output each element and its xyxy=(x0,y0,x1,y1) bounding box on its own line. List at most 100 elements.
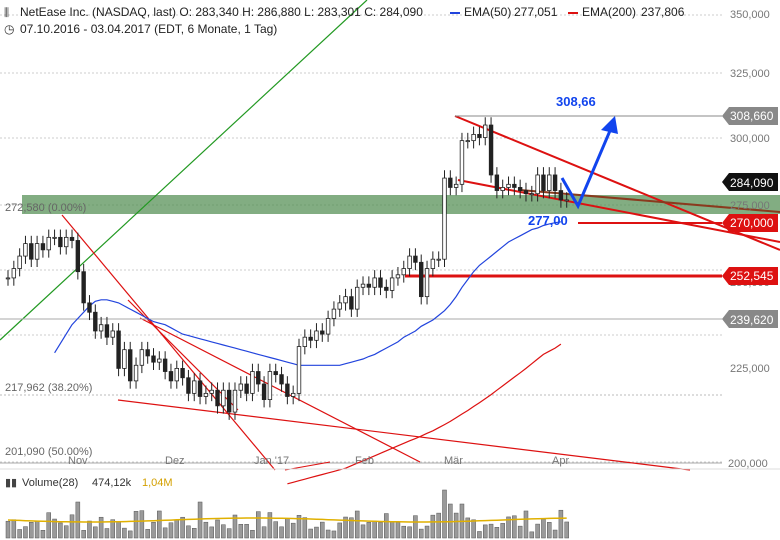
candle-body xyxy=(296,346,302,394)
candle-body xyxy=(122,349,127,369)
price-tag-270-label: 270,000 xyxy=(730,216,774,230)
fib-label-0: 272,580 (0.00%) xyxy=(5,202,86,214)
candle-body xyxy=(104,324,110,338)
candle-body xyxy=(302,336,308,347)
candle-body xyxy=(75,240,81,273)
candle-body xyxy=(209,389,214,394)
volume-bar xyxy=(157,510,162,539)
volume-bar xyxy=(564,521,569,539)
candle-body xyxy=(128,349,133,382)
volume-bar xyxy=(58,522,63,539)
volume-bar xyxy=(221,524,226,539)
candle-body xyxy=(360,283,366,288)
candle-body xyxy=(244,383,249,394)
trendlines xyxy=(61,115,780,471)
volume-bar xyxy=(506,516,511,539)
candle-body xyxy=(343,296,348,304)
candle-body xyxy=(232,389,238,413)
x-tick-label: Dez xyxy=(165,455,185,467)
volume-bar xyxy=(401,525,407,539)
candle-body xyxy=(541,174,546,191)
ema200-label: EMA(200) xyxy=(582,5,636,19)
volume-bar xyxy=(215,519,220,539)
volume-bar xyxy=(17,529,22,539)
fib-label-50: 201,090 (50.00%) xyxy=(5,446,92,458)
volume-bar xyxy=(133,511,139,539)
candle-body xyxy=(238,383,243,391)
volume-bar xyxy=(203,521,209,539)
ema50-group xyxy=(54,221,561,366)
volume-bar xyxy=(186,525,191,539)
candle-body xyxy=(221,389,226,407)
price-tag-284: 284,090 xyxy=(722,173,778,191)
volume-bar xyxy=(320,521,325,539)
volume-bar xyxy=(418,528,424,539)
candle-body xyxy=(372,277,377,288)
candle-body xyxy=(552,174,558,191)
volume-bar xyxy=(87,520,92,539)
volume-bar xyxy=(453,512,459,539)
candle-body xyxy=(267,371,273,400)
volume-bar xyxy=(81,530,86,539)
candle-body xyxy=(5,277,11,280)
candle-body xyxy=(529,193,534,196)
volume-bar xyxy=(477,531,482,539)
volume-bar xyxy=(372,520,377,539)
candle-body xyxy=(320,330,325,335)
volume-bar xyxy=(250,529,255,539)
price-tag-252-label: 252,545 xyxy=(730,269,774,283)
price-tag-308-label: 308,660 xyxy=(730,109,774,123)
candle-body xyxy=(151,355,156,363)
candle-body xyxy=(407,255,412,269)
volume-bar xyxy=(162,527,168,539)
volume-bar xyxy=(279,526,284,539)
candle-body xyxy=(424,268,430,298)
candle-body xyxy=(145,349,150,357)
volume-bar xyxy=(331,530,337,539)
candle-body xyxy=(337,302,342,310)
candle-body xyxy=(384,286,389,291)
ema50-value: 277,051 xyxy=(514,5,558,19)
volume-bar xyxy=(273,521,278,539)
candle-body xyxy=(168,371,174,382)
candles-group xyxy=(5,117,569,420)
candle-body xyxy=(430,258,436,269)
volume-bar xyxy=(256,511,261,539)
volume-bar xyxy=(226,528,232,539)
candle-body xyxy=(273,371,278,376)
candle-body xyxy=(226,389,232,413)
volume-bar xyxy=(191,528,197,539)
candle-body xyxy=(110,330,115,338)
volume-bar xyxy=(180,516,185,539)
volume-bar xyxy=(523,510,529,539)
price-tag-239: 239,620 xyxy=(722,310,778,328)
volume-bar xyxy=(535,523,540,539)
candle-body xyxy=(180,367,185,379)
volume-bar xyxy=(52,518,57,539)
candle-body xyxy=(506,183,511,188)
header-line2: 07.10.2016 - 03.04.2017 (EDT, 6 Monate, … xyxy=(20,22,277,36)
volume-icon: ▮▮ xyxy=(5,477,17,489)
ema200-value: 237,806 xyxy=(641,5,685,19)
volume-bar xyxy=(151,521,156,539)
candle-body xyxy=(459,140,465,185)
price-tag-284-label: 284,090 xyxy=(730,176,774,190)
volume-bar xyxy=(558,509,564,539)
volume-bar xyxy=(127,530,133,539)
volume-label: Volume(28) xyxy=(22,477,78,489)
candle-body xyxy=(314,330,319,341)
volume-bar xyxy=(529,531,535,539)
y-tick-label: 200,000 xyxy=(728,458,768,470)
candle-body xyxy=(500,187,505,191)
x-tick-label: Jan '17 xyxy=(254,455,289,467)
ema200-line xyxy=(287,343,562,485)
volume-bar xyxy=(11,519,17,539)
candle-body xyxy=(483,124,488,138)
candle-body xyxy=(98,324,104,332)
x-tick-label: Feb xyxy=(355,455,374,467)
volume-bar xyxy=(174,519,180,539)
resistance-zone xyxy=(22,195,780,214)
candle-body xyxy=(448,177,453,188)
volume-bar xyxy=(296,515,302,539)
volume-bar xyxy=(145,529,150,539)
